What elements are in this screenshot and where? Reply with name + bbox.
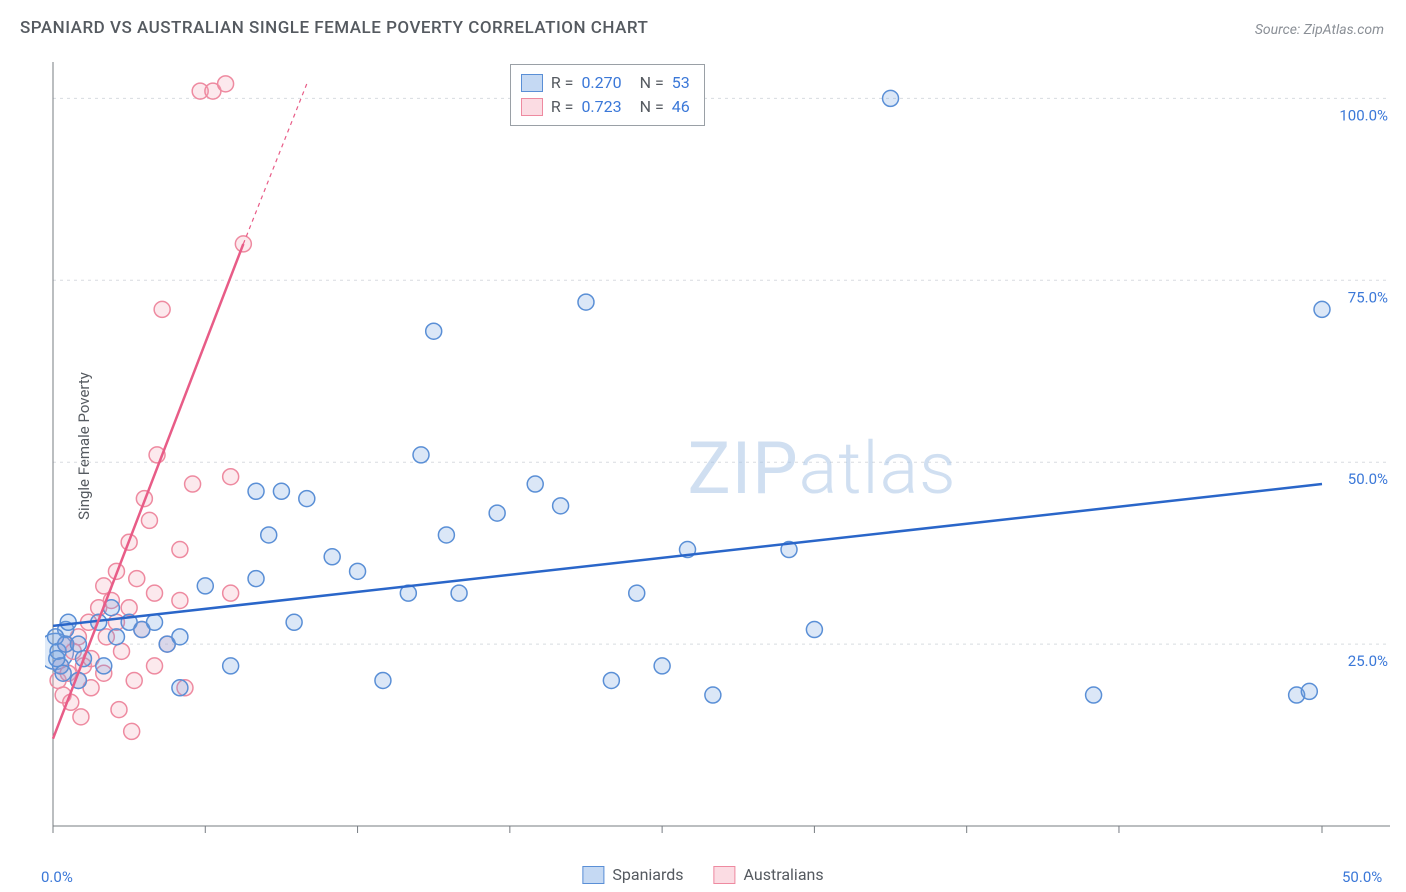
r-label: R = bbox=[551, 71, 574, 95]
legend-row-australians: R = 0.723 N = 46 bbox=[521, 95, 690, 119]
legend-label-spaniards: Spaniards bbox=[612, 865, 683, 884]
n-value-australians: 46 bbox=[672, 95, 690, 119]
plot-area: 25.0%50.0%75.0%100.0% ZIPatlas R = 0.270… bbox=[45, 56, 1394, 852]
swatch-spaniards bbox=[521, 74, 543, 92]
svg-text:100.0%: 100.0% bbox=[1339, 106, 1388, 124]
n-label: N = bbox=[640, 95, 664, 119]
correlation-legend: R = 0.270 N = 53 R = 0.723 N = 46 bbox=[510, 64, 705, 126]
scatter-plot: 25.0% 50.0% 75.0% 100.0% bbox=[45, 56, 1394, 852]
swatch-australians bbox=[521, 98, 543, 116]
swatch-spaniards bbox=[582, 866, 604, 884]
legend-item-spaniards: Spaniards bbox=[582, 865, 683, 884]
r-label: R = bbox=[551, 95, 574, 119]
n-value-spaniards: 53 bbox=[672, 71, 690, 95]
svg-text:75.0%: 75.0% bbox=[1348, 288, 1388, 306]
swatch-australians bbox=[714, 866, 736, 884]
bottom-legend: Spaniards Australians bbox=[582, 865, 823, 884]
chart-title: SPANIARD VS AUSTRALIAN SINGLE FEMALE POV… bbox=[20, 18, 648, 38]
svg-text:25.0%: 25.0% bbox=[1348, 652, 1388, 670]
r-value-spaniards: 0.270 bbox=[581, 71, 621, 95]
svg-text:50.0%: 50.0% bbox=[1348, 470, 1388, 488]
legend-item-australians: Australians bbox=[714, 865, 824, 884]
source-attribution: Source: ZipAtlas.com bbox=[1255, 22, 1384, 38]
x-tick-min: 0.0% bbox=[41, 868, 73, 886]
n-label: N = bbox=[640, 71, 664, 95]
legend-label-australians: Australians bbox=[744, 865, 824, 884]
r-value-australians: 0.723 bbox=[581, 95, 621, 119]
x-tick-max: 50.0% bbox=[1342, 868, 1382, 886]
legend-row-spaniards: R = 0.270 N = 53 bbox=[521, 71, 690, 95]
